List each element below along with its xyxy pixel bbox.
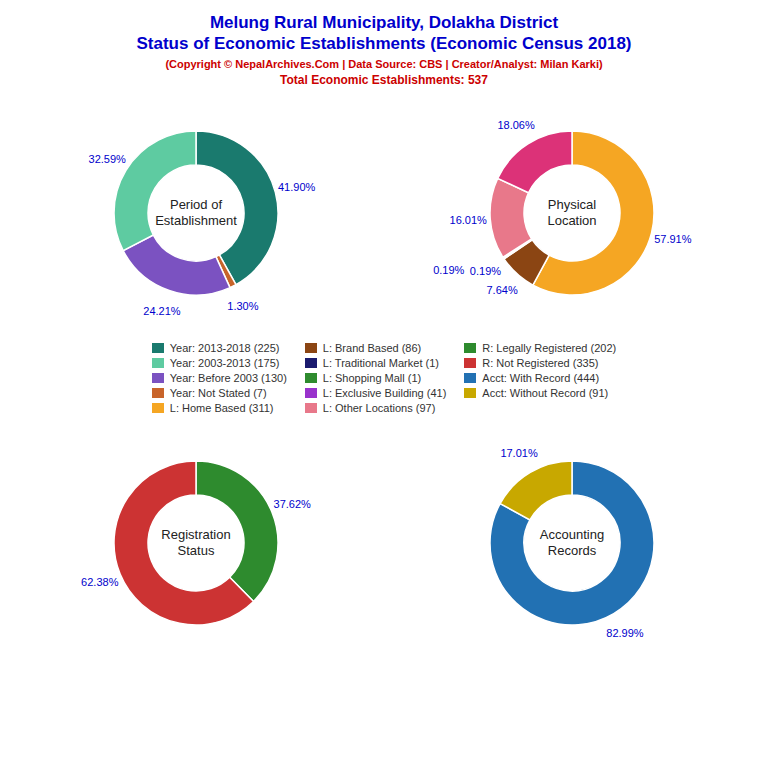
svg-text:41.90%: 41.90% <box>278 181 316 193</box>
svg-text:0.19%: 0.19% <box>470 265 501 277</box>
html-text:Year: 2013-2018 (225): Year: 2013-2018 (225) <box>169 342 280 354</box>
html-text:R: Legally Registered (202): R: Legally Registered (202) <box>482 342 617 354</box>
html-text:L: Other Locations (97): L: Other Locations (97) <box>322 402 436 414</box>
html-text:Physical Location: Physical Location <box>547 197 597 228</box>
html-text:Total Economic Establishments:: Total Economic Establishments: 537 <box>280 73 488 87</box>
svg-text:16.01%: 16.01% <box>450 214 488 226</box>
svg-text:32.59%: 32.59% <box>89 153 127 165</box>
svg-text:57.91%: 57.91% <box>654 233 692 245</box>
svg-text:18.06%: 18.06% <box>497 119 535 131</box>
svg-text:17.01%: 17.01% <box>500 447 538 459</box>
svg-text:7.64%: 7.64% <box>487 284 518 296</box>
html-text:Melung Rural Municipality, Dol: Melung Rural Municipality, Dolakha Distr… <box>209 13 559 32</box>
svg-text:24.21%: 24.21% <box>143 305 181 317</box>
html-text:Status of Economic Establishme: Status of Economic Establishments (Econo… <box>136 34 632 53</box>
html-text:Accounting Records: Accounting Records <box>539 527 605 558</box>
svg-text:37.62%: 37.62% <box>274 498 312 510</box>
html-text:L: Home Based (311): L: Home Based (311) <box>169 402 274 414</box>
svg-text:0.19%: 0.19% <box>433 264 464 276</box>
html-text:L: Exclusive Building (41): L: Exclusive Building (41) <box>322 387 447 399</box>
html-text:L: Brand Based (86): L: Brand Based (86) <box>322 342 422 354</box>
html-text:L: Shopping Mall (1): L: Shopping Mall (1) <box>322 372 422 384</box>
html-text:Acct: With Record (444): Acct: With Record (444) <box>482 372 600 384</box>
svg-text:62.38%: 62.38% <box>81 576 119 588</box>
html-text:Registration Status: Registration Status <box>161 527 231 558</box>
html-text:Year: Not Stated (7): Year: Not Stated (7) <box>169 387 267 399</box>
html-text:R: Not Registered (335): R: Not Registered (335) <box>482 357 599 369</box>
html-text:L: Traditional Market (1): L: Traditional Market (1) <box>322 357 439 369</box>
svg-text:1.30%: 1.30% <box>227 300 258 312</box>
html-text:Period of Establishment: Period of Establishment <box>155 197 237 228</box>
html-text:(Copyright © NepalArchives.Com: (Copyright © NepalArchives.Com | Data So… <box>165 58 603 70</box>
html-text:Acct: Without Record (91): Acct: Without Record (91) <box>482 387 609 399</box>
html-text:Year: Before 2003 (130): Year: Before 2003 (130) <box>169 372 287 384</box>
html-text:Year: 2003-2013 (175): Year: 2003-2013 (175) <box>169 357 280 369</box>
svg-text:82.99%: 82.99% <box>606 627 644 639</box>
